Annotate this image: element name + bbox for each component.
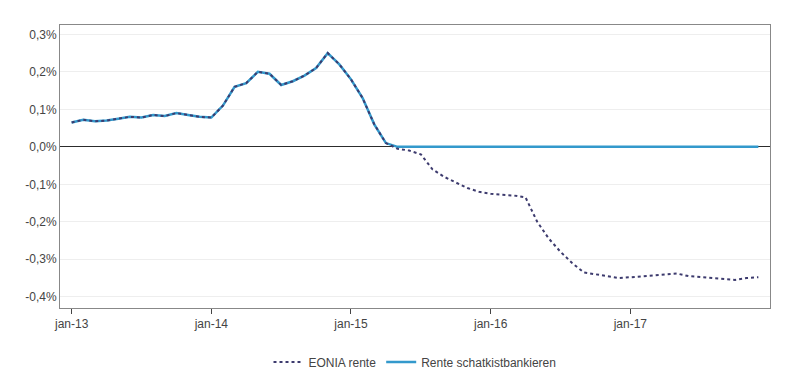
svg-text:jan-14: jan-14 bbox=[194, 317, 229, 331]
svg-text:jan-15: jan-15 bbox=[333, 317, 368, 331]
svg-text:-0,2%: -0,2% bbox=[25, 215, 57, 229]
svg-text:EONIA rente: EONIA rente bbox=[309, 356, 377, 370]
svg-text:0,0%: 0,0% bbox=[29, 140, 57, 154]
svg-text:jan-16: jan-16 bbox=[473, 317, 508, 331]
svg-text:jan-17: jan-17 bbox=[613, 317, 648, 331]
svg-text:jan-13: jan-13 bbox=[54, 317, 89, 331]
svg-text:0,2%: 0,2% bbox=[29, 65, 57, 79]
svg-text:-0,1%: -0,1% bbox=[25, 178, 57, 192]
svg-text:0,1%: 0,1% bbox=[29, 103, 57, 117]
svg-text:-0,3%: -0,3% bbox=[25, 252, 57, 266]
svg-text:0,3%: 0,3% bbox=[29, 28, 57, 42]
svg-text:Rente schatkistbankieren: Rente schatkistbankieren bbox=[421, 356, 556, 370]
svg-text:-0,4%: -0,4% bbox=[25, 290, 57, 304]
